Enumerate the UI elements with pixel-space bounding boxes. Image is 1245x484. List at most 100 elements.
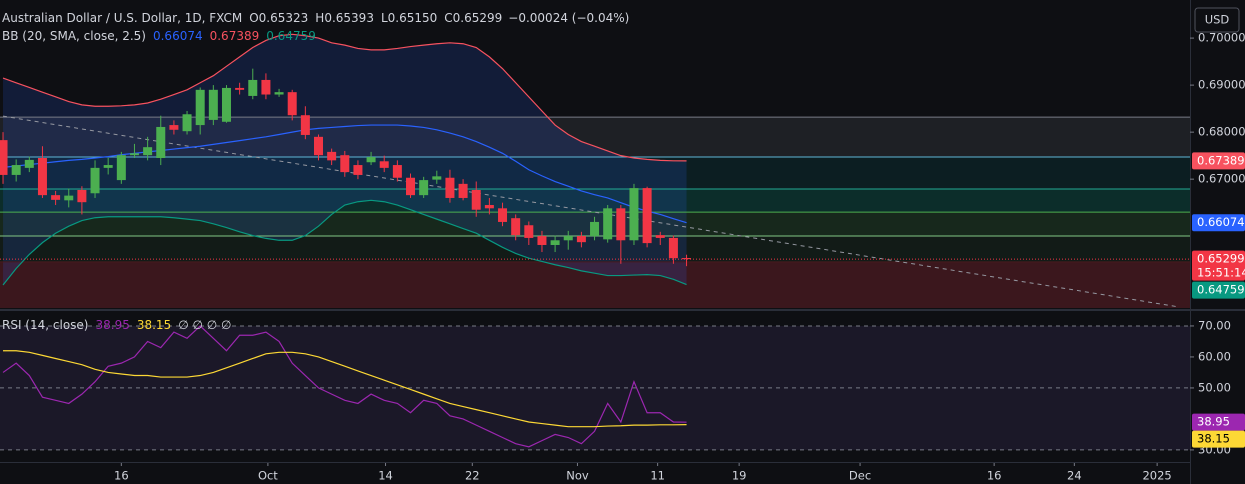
candle-body	[37, 157, 47, 196]
candle-body	[327, 151, 337, 161]
x-tick-label: 22	[465, 469, 480, 483]
ohlc-value: 0.65393	[324, 11, 374, 25]
x-tick-label: 24	[1067, 469, 1082, 483]
candle-body	[432, 176, 442, 180]
x-tick-label: 2025	[1142, 469, 1171, 483]
x-tick-label: 14	[378, 469, 393, 483]
price-label-box	[1192, 152, 1245, 170]
candle-body	[576, 236, 586, 243]
placeholders: ∅ ∅ ∅ ∅	[178, 318, 231, 332]
rsi-pane	[0, 325, 1190, 451]
candle-body	[366, 157, 376, 163]
zone	[0, 189, 1190, 213]
price-label-box	[1192, 430, 1245, 448]
price-label: 38.15	[1197, 432, 1230, 446]
candle-body	[11, 165, 21, 175]
bb-line	[2, 33, 687, 162]
candle-body	[392, 165, 402, 178]
candle-body	[353, 165, 363, 175]
candle-body	[208, 89, 218, 120]
ohlc-value: 0.65323	[259, 11, 309, 25]
rsi-line	[2, 325, 687, 448]
candle-body	[0, 140, 8, 175]
candle-body	[379, 161, 389, 168]
candle-body	[300, 115, 310, 135]
y-tick-label: 0.69000	[1198, 78, 1245, 92]
indicator-value: 0.66074	[153, 29, 203, 43]
candle-body	[590, 221, 600, 237]
candle-body	[550, 240, 560, 245]
candle-body	[629, 188, 639, 241]
y-tick-label: 50.00	[1198, 380, 1231, 394]
price-label: 0.65299	[1197, 252, 1245, 266]
candle-body	[143, 147, 153, 156]
candle-body	[274, 92, 284, 95]
candle-body	[64, 195, 74, 201]
legend-line: Australian Dollar / U.S. Dollar, 1D, FXC…	[2, 11, 629, 25]
ohlc-letter: O	[249, 11, 258, 25]
candle-body	[445, 177, 455, 198]
trend-line	[2, 115, 1180, 308]
candle-body	[682, 258, 692, 260]
candle-body	[313, 136, 323, 156]
indicator-value: 38.95	[95, 318, 129, 332]
indicator-value: 0.64759	[266, 29, 316, 43]
ohlc-letter: C	[444, 11, 452, 25]
currency: USD	[1205, 13, 1230, 27]
candle-body	[261, 79, 271, 95]
candle-body	[524, 225, 534, 238]
indicator-title: RSI (14, close)	[2, 318, 88, 332]
candle-body	[195, 89, 205, 126]
y-tick-label: 0.68000	[1198, 125, 1245, 139]
currency-box	[1194, 7, 1240, 33]
price-label: 0.66074	[1197, 215, 1245, 229]
x-tick-label: 11	[650, 469, 665, 483]
zone	[0, 157, 1190, 190]
candle-body	[103, 165, 113, 168]
candle-body	[129, 153, 139, 156]
price-label: 0.67389	[1197, 153, 1245, 167]
ohlc-value: 0.65299	[453, 11, 503, 25]
candle-body	[603, 208, 613, 240]
x-tick-label: Oct	[258, 469, 278, 483]
indicator-value: 0.67389	[210, 29, 260, 43]
candle-body	[406, 177, 416, 196]
candle-body	[616, 208, 626, 241]
candle-body	[287, 92, 297, 116]
candle-body	[156, 126, 166, 158]
zone	[0, 261, 1190, 308]
candle-body	[484, 205, 494, 209]
candle-body	[668, 237, 678, 259]
y-tick-label: 60.00	[1198, 349, 1231, 363]
x-tick-label: 16	[987, 469, 1002, 483]
price-label-box	[1192, 281, 1245, 299]
candle-body	[169, 125, 179, 130]
candle-body	[340, 155, 350, 173]
zone	[0, 236, 1190, 262]
price-label: 38.95	[1197, 415, 1230, 429]
legend-line: RSI (14, close) 38.95 38.15 ∅ ∅ ∅ ∅	[2, 318, 231, 332]
indicator-value: 38.15	[137, 318, 171, 332]
candle-body	[24, 159, 34, 168]
price-pane	[0, 33, 1190, 308]
candle-body	[458, 183, 468, 198]
candle-body	[235, 87, 245, 90]
x-tick-label: Nov	[566, 469, 589, 483]
price-label-box	[1192, 214, 1245, 232]
symbol-title: Australian Dollar / U.S. Dollar, 1D, FXC…	[2, 11, 242, 25]
candle-body	[563, 236, 573, 241]
legend-line: BB (20, SMA, close, 2.5) 0.66074 0.67389 0.…	[2, 29, 316, 43]
candle-body	[471, 189, 481, 210]
x-tick-label: 16	[114, 469, 129, 483]
indicator-title: BB (20, SMA, close, 2.5)	[2, 29, 146, 43]
ohlc-letter: L	[381, 11, 388, 25]
candle-body	[116, 155, 126, 181]
candle-body	[537, 236, 547, 245]
candle-body	[419, 180, 429, 196]
candle-body	[77, 189, 87, 203]
x-tick-label: 19	[732, 469, 747, 483]
price-label-box	[1192, 250, 1245, 281]
